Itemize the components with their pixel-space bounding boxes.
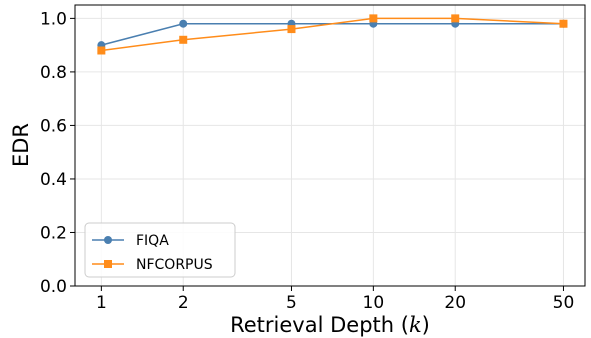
- point-fiqa-1: [179, 19, 188, 28]
- y-tick-label-0: 0.0: [40, 277, 67, 297]
- series-line-nfcorpus: [101, 17, 564, 52]
- y-tick-label-4: 0.8: [40, 63, 67, 83]
- legend-entry-fiqa: FIQA: [92, 233, 169, 249]
- y-tick-label-5: 1.0: [40, 9, 67, 29]
- point-nfcorpus-2: [287, 25, 296, 34]
- legend-marker-fiqa: [104, 236, 112, 244]
- y-tick-label-2: 0.4: [40, 170, 67, 190]
- x-axis-label-close: ): [422, 313, 430, 337]
- point-nfcorpus-5: [559, 19, 568, 28]
- y-tick-label-3: 0.6: [40, 116, 67, 136]
- x-axis-label-variable: k: [409, 313, 422, 337]
- y-tick-label-1: 0.2: [40, 223, 67, 243]
- legend-entry-nfcorpus: NFCORPUS: [92, 257, 213, 273]
- plot-area-frame: [74, 4, 586, 287]
- point-nfcorpus-1: [179, 35, 188, 44]
- axis-ticks: 0.0 0.2 0.4 0.6 0.8 1.0 1 2 5 10 20 50: [40, 9, 574, 313]
- point-nfcorpus-3: [369, 14, 378, 23]
- series-layer: [97, 14, 568, 55]
- point-nfcorpus-4: [451, 14, 460, 23]
- point-nfcorpus-0: [97, 46, 106, 55]
- legend-marker-nfcorpus: [104, 260, 112, 268]
- x-tick-label-1: 2: [178, 293, 189, 313]
- x-tick-label-3: 10: [363, 293, 385, 313]
- series-nfcorpus: [97, 14, 568, 55]
- legend-label-nfcorpus: NFCORPUS: [136, 257, 213, 273]
- x-tick-label-5: 50: [553, 293, 575, 313]
- x-axis-label: Retrieval Depth (k): [230, 313, 430, 337]
- y-axis-label: EDR: [9, 123, 33, 167]
- legend-label-fiqa: FIQA: [136, 233, 169, 249]
- x-tick-label-2: 5: [286, 293, 297, 313]
- x-tick-label-4: 20: [444, 293, 466, 313]
- x-tick-label-0: 1: [96, 293, 107, 313]
- x-axis-label-text: Retrieval Depth (: [230, 313, 409, 337]
- legend: FIQA NFCORPUS: [84, 222, 236, 278]
